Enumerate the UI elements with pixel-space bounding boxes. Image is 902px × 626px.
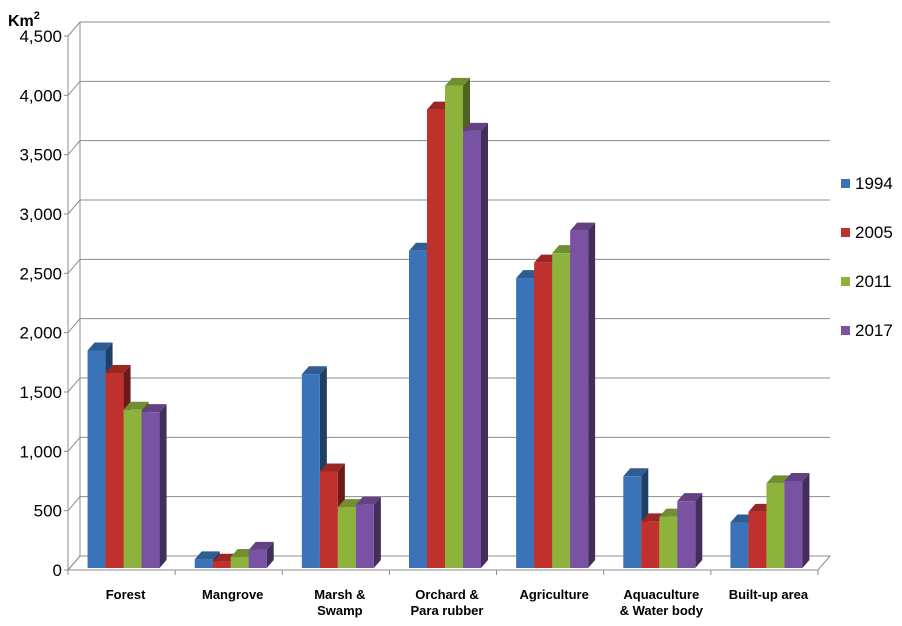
floor [66,555,832,571]
bar-front [427,109,445,568]
y-tick-label: 3,500 [19,146,62,165]
bar-front [248,549,267,568]
x-category-label: Agriculture [519,587,588,602]
bar [623,468,649,568]
legend-swatch [841,326,850,335]
legend-swatch [841,228,850,237]
bar-side [588,222,596,568]
bar-top [141,404,167,413]
y-tick-labels: 0 500 1,000 1,500 2,000 2,500 3,000 3,500 4,000 4… [19,27,62,580]
bar [248,541,274,568]
bar-front [730,522,749,568]
bar-front [641,521,660,568]
bar [570,222,596,568]
bar-top [355,496,381,505]
bar-front [194,559,213,568]
bar-front [677,501,696,568]
bar-top [677,493,703,502]
bar [784,473,810,568]
y-tick-label: 1,500 [19,383,62,402]
bar-front [570,230,589,568]
y-tick-label: 2,000 [19,324,62,343]
x-category-label: Built-up area [729,587,809,602]
bar-front [659,516,678,568]
y-tick-label: 0 [53,561,62,580]
bar-front [748,511,767,568]
bar-top [623,468,649,477]
bar-side [266,541,274,568]
bar-top [248,541,274,550]
legend-entry: 1994 [841,174,893,193]
bar-top [319,463,345,472]
y-tick-label: 2,500 [19,264,62,283]
y-tick-label: 3,000 [19,205,62,224]
bar-front [409,250,427,568]
legend-swatch [841,179,850,188]
bar-front [463,130,481,568]
bar-front [552,253,571,568]
bar-front [766,483,785,568]
legend-entry: 2005 [841,223,893,242]
x-category-label: Orchard & Para rubber [411,587,484,618]
y-tick-label: 1,000 [19,442,62,461]
bar [141,404,167,568]
x-category-label: Marsh & Swamp [314,587,365,618]
bar-top [194,551,220,560]
bar [355,496,381,568]
legend-label: 2005 [855,223,893,242]
x-category-label: Mangrove [202,587,263,602]
bar-front [516,278,535,568]
x-category-label: Forest [106,587,146,602]
legend-label: 1994 [855,174,893,193]
bar-front [319,471,338,568]
bar [463,122,488,568]
bar-top [784,473,810,481]
bar-side [695,493,703,568]
bar-front [445,85,463,568]
legend-swatch [841,277,850,286]
bar-front [337,507,356,568]
bar-front [534,262,553,568]
bar-front [87,350,106,568]
y-tick-label: 4,000 [19,86,62,105]
bar-front [141,412,160,568]
legend-label: 2011 [855,272,892,291]
bar-top [570,222,596,231]
x-category-labels: Forest Mangrove Marsh & Swamp Orchard & Para … [106,587,809,618]
y-tick-label: 4,500 [19,27,62,46]
legend: 1994 2005 2011 2017 [841,174,893,340]
legend-label: 2017 [855,321,893,340]
y-unit-label: Km2 [8,10,40,30]
legend-entry: 2011 [841,272,892,291]
axes [64,22,832,575]
gridline [67,21,830,37]
bar-top [105,365,131,374]
bar-side [159,404,167,568]
bar-front [212,561,231,568]
y-tick-label: 500 [34,502,62,521]
bar-front [784,481,803,568]
bar-side [802,473,810,568]
bar-top [445,77,470,86]
bar-top [301,366,327,375]
legend-entry: 2017 [841,321,893,340]
bar-front [105,373,124,568]
bar-top [87,342,113,351]
bar-front [623,476,642,568]
bars [87,77,810,569]
bar-front [301,374,320,568]
bar-front [123,409,142,568]
bar [677,493,703,568]
bar-side [373,496,381,568]
bar-front [355,504,374,568]
x-category-label: Aquaculture & Water body [620,587,704,618]
bar-top [463,122,488,131]
bar-side [481,122,488,568]
bar-top [123,401,149,410]
bar-front [230,556,249,568]
